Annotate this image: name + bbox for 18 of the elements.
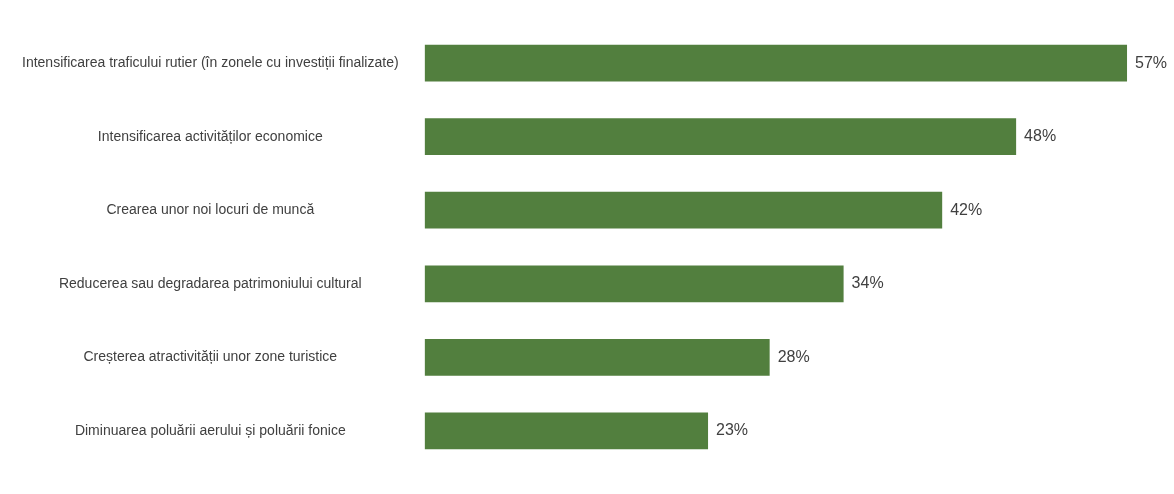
- y-tick-label: Diminuarea poluării aerului și poluării fonice: [74, 421, 346, 438]
- y-tick-label: Intensificarea activităților economice: [97, 127, 323, 144]
- bar: [424, 338, 770, 376]
- data-label: 28%: [777, 347, 810, 365]
- bar: [424, 118, 1017, 156]
- bar: [424, 265, 844, 303]
- data-label: 48%: [1024, 127, 1057, 145]
- y-tick-label: Reducerea sau degradarea patrimoniului cultural: [58, 274, 362, 291]
- bar: [424, 191, 943, 229]
- bar: [424, 44, 1128, 82]
- data-label: 34%: [851, 274, 884, 292]
- data-label: 42%: [950, 200, 983, 218]
- y-tick-label: Creșterea atractivității unor zone turistice: [83, 348, 338, 365]
- data-label: 57%: [1135, 53, 1168, 71]
- y-tick-label: Crearea unor noi locuri de muncă: [106, 201, 315, 218]
- y-tick-label: Intensificarea traficului rutier (în zonele cu investiții finalizate): [21, 54, 399, 71]
- bar: [424, 412, 709, 450]
- data-label: 23%: [716, 421, 749, 439]
